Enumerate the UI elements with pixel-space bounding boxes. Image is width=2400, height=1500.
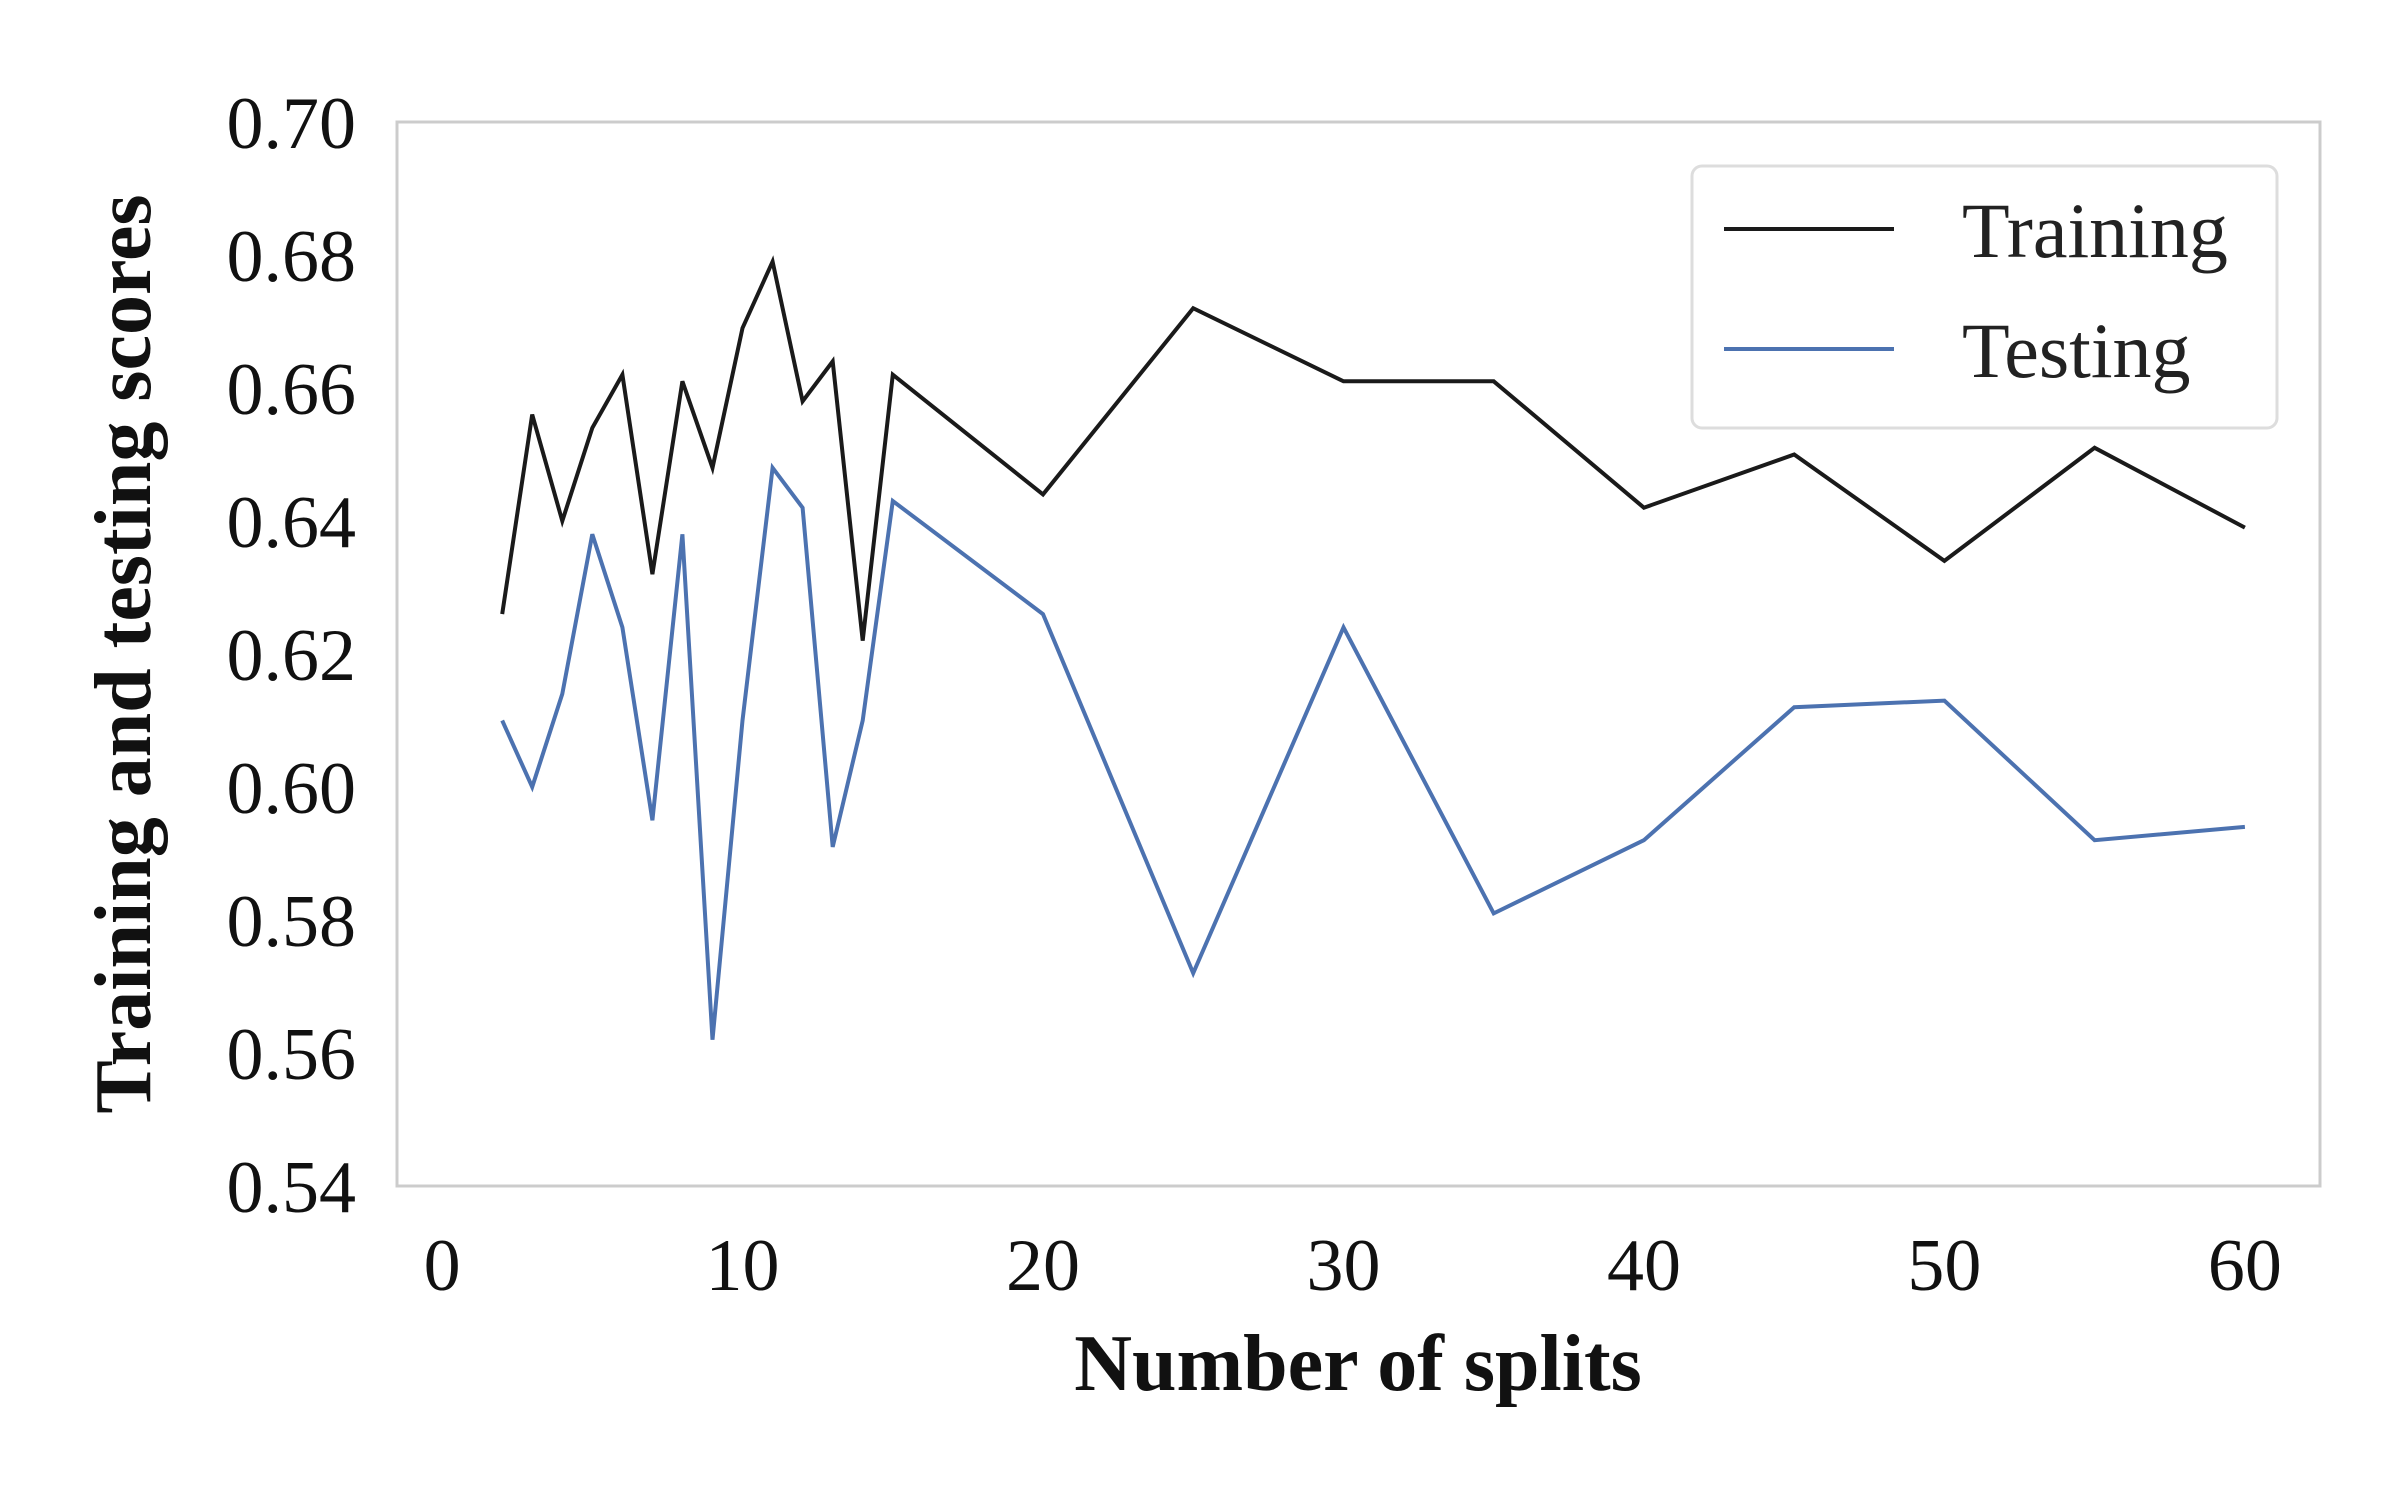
x-tick-label: 30 — [1306, 1225, 1380, 1307]
legend-box — [1690, 164, 2279, 430]
x-tick-label: 40 — [1607, 1225, 1681, 1307]
series-line-training — [500, 255, 2246, 641]
y-tick-label: 0.58 — [227, 881, 357, 963]
x-axis-ticks: 0 10 20 30 40 50 60 — [424, 1225, 2282, 1307]
plot-area — [395, 120, 2322, 1188]
y-tick-label: 0.60 — [227, 748, 357, 830]
x-tick-label: 20 — [1006, 1225, 1080, 1307]
x-tick-label: 10 — [706, 1225, 780, 1307]
y-tick-label: 0.68 — [227, 216, 357, 298]
x-tick-label: 0 — [424, 1225, 461, 1307]
series-lines — [500, 255, 2246, 1040]
y-tick-label: 0.54 — [227, 1147, 357, 1229]
y-axis-ticks: 0.54 0.56 0.58 0.60 0.62 0.64 0.66 0.68 0.70 — [227, 83, 357, 1229]
y-tick-label: 0.70 — [227, 83, 357, 165]
x-tick-label: 50 — [1907, 1225, 1981, 1307]
legend-label-testing: Testing — [1962, 307, 2191, 394]
legend: Training Testing — [1690, 164, 2279, 430]
y-tick-label: 0.56 — [227, 1014, 357, 1096]
y-tick-label: 0.66 — [227, 349, 357, 431]
y-tick-label: 0.64 — [227, 482, 357, 564]
series-line-testing — [500, 462, 2246, 1040]
y-tick-label: 0.62 — [227, 615, 357, 697]
x-axis-label: Number of splits — [1074, 1320, 1641, 1408]
x-tick-label: 60 — [2208, 1225, 2282, 1307]
y-axis-label: Training and testing scores — [80, 194, 168, 1113]
legend-label-training: Training — [1962, 187, 2228, 274]
